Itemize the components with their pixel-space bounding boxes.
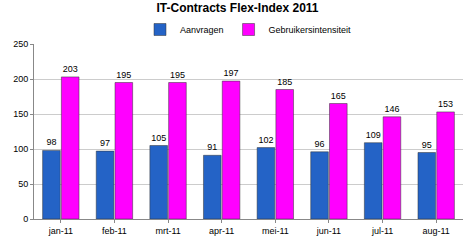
svg-text:250: 250 — [13, 39, 28, 49]
svg-text:Aanvragen: Aanvragen — [180, 25, 224, 35]
svg-text:feb-11: feb-11 — [102, 226, 127, 236]
svg-text:100: 100 — [13, 144, 28, 154]
svg-text:IT-Contracts Flex-Index 2011: IT-Contracts Flex-Index 2011 — [156, 1, 318, 15]
svg-text:146: 146 — [384, 104, 399, 114]
svg-text:Gebruikersintensiteit: Gebruikersintensiteit — [269, 25, 352, 35]
svg-text:mei-11: mei-11 — [262, 226, 289, 236]
svg-text:96: 96 — [315, 139, 325, 149]
svg-text:95: 95 — [422, 140, 432, 150]
svg-text:150: 150 — [13, 109, 28, 119]
svg-text:jun-11: jun-11 — [316, 226, 341, 236]
svg-text:185: 185 — [277, 77, 292, 87]
svg-text:98: 98 — [46, 137, 56, 147]
svg-text:197: 197 — [224, 68, 239, 78]
svg-text:50: 50 — [18, 179, 28, 189]
svg-text:203: 203 — [63, 64, 78, 74]
svg-text:apr-11: apr-11 — [209, 226, 234, 236]
svg-text:195: 195 — [170, 70, 185, 80]
svg-text:aug-11: aug-11 — [423, 226, 450, 236]
svg-text:200: 200 — [13, 74, 28, 84]
svg-text:0: 0 — [23, 214, 28, 224]
svg-text:jul-11: jul-11 — [371, 226, 393, 236]
svg-text:165: 165 — [331, 91, 346, 101]
svg-text:109: 109 — [366, 130, 381, 140]
svg-text:91: 91 — [207, 142, 217, 152]
svg-text:102: 102 — [258, 135, 273, 145]
svg-text:105: 105 — [151, 133, 166, 143]
svg-text:195: 195 — [116, 70, 131, 80]
svg-text:jan-11: jan-11 — [48, 226, 73, 236]
svg-text:153: 153 — [438, 99, 453, 109]
svg-text:mrt-11: mrt-11 — [155, 226, 180, 236]
svg-text:97: 97 — [100, 138, 110, 148]
